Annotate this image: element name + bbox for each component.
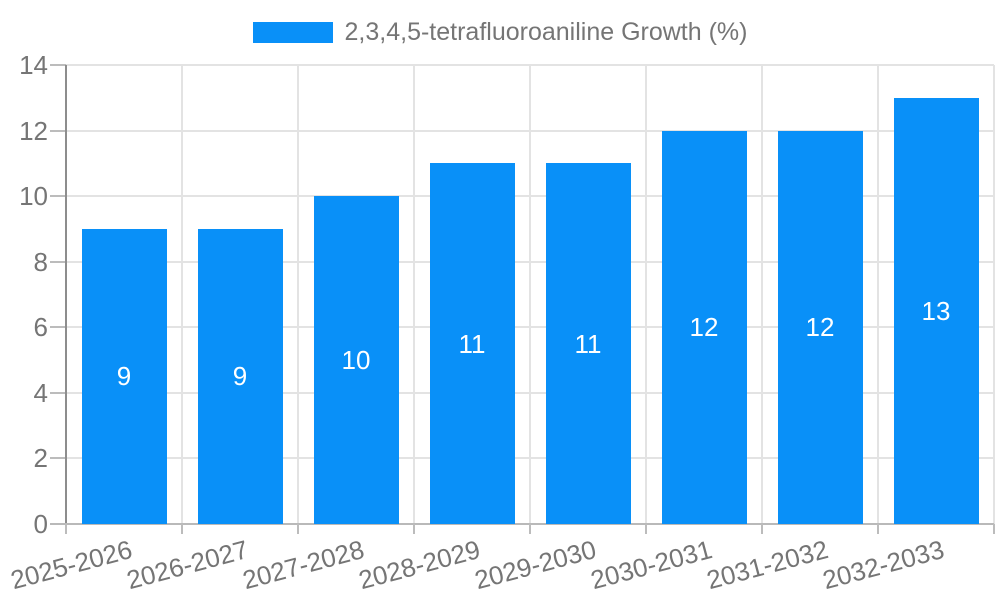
y-axis-tick-label: 0 — [33, 509, 48, 539]
bar-2032-2033[interactable]: 13 — [893, 97, 979, 524]
bar-value-label: 9 — [232, 361, 248, 392]
bar-value-label: 10 — [341, 345, 371, 376]
y-axis-tick — [50, 391, 66, 394]
x-axis-tick — [297, 524, 299, 534]
vertical-gridline — [297, 65, 299, 524]
y-axis-tick-label: 14 — [19, 50, 48, 80]
bar-value-label: 11 — [574, 328, 602, 359]
bar-value-label: 11 — [458, 328, 486, 359]
y-axis-tick-label: 8 — [33, 246, 48, 277]
bar-2028-2029[interactable]: 11 — [429, 163, 515, 524]
x-axis-tick — [181, 524, 183, 534]
x-axis-tick — [529, 524, 531, 534]
x-axis-tick — [413, 524, 415, 534]
bar-2026-2027[interactable]: 9 — [197, 228, 283, 524]
bar-value-label: 12 — [805, 312, 835, 343]
bar-2027-2028[interactable]: 10 — [313, 196, 399, 524]
vertical-gridline — [877, 65, 879, 524]
y-axis-tick — [50, 326, 66, 329]
vertical-gridline — [761, 65, 763, 524]
bar-2031-2032[interactable]: 12 — [777, 130, 863, 524]
y-axis-tick — [50, 129, 66, 132]
legend[interactable]: 2,3,4,5-tetrafluoroaniline Growth (%) — [0, 18, 1000, 47]
y-axis-tick-label: 6 — [33, 312, 48, 343]
x-axis-tick — [993, 524, 995, 534]
y-axis-tick-label: 2 — [33, 443, 48, 474]
horizontal-gridline — [66, 457, 994, 460]
y-axis-tick — [50, 457, 66, 460]
legend-swatch-icon — [252, 22, 333, 43]
y-axis-tick-label: 10 — [19, 181, 48, 212]
vertical-gridline — [645, 65, 647, 524]
bar-value-label: 12 — [689, 312, 719, 343]
x-axis-tick — [877, 524, 879, 534]
bar-value-label: 9 — [116, 361, 132, 392]
legend-series-label: 2,3,4,5-tetrafluoroaniline Growth (%) — [344, 18, 748, 46]
bar-2029-2030[interactable]: 11 — [545, 163, 631, 524]
x-axis-line — [50, 523, 994, 525]
y-axis-line — [65, 65, 67, 534]
bar-2025-2026[interactable]: 9 — [81, 228, 167, 524]
y-axis-tick-label: 12 — [19, 115, 48, 146]
bar-value-label: 13 — [921, 295, 951, 326]
horizontal-gridline — [66, 129, 994, 132]
y-axis-tick — [50, 260, 66, 263]
vertical-gridline — [413, 65, 415, 524]
y-axis-tick-label: 4 — [33, 377, 48, 408]
x-axis-tick — [761, 524, 763, 534]
x-axis-tick — [645, 524, 647, 534]
y-axis-tick — [50, 195, 66, 198]
horizontal-gridline — [66, 391, 994, 394]
vertical-gridline — [529, 65, 531, 524]
y-axis-tick — [50, 64, 66, 66]
horizontal-gridline — [66, 260, 994, 263]
vertical-gridline — [993, 65, 995, 524]
horizontal-gridline — [66, 326, 994, 329]
x-axis-tick — [65, 524, 67, 534]
bar-2030-2031[interactable]: 12 — [661, 130, 747, 524]
horizontal-gridline — [66, 195, 994, 198]
horizontal-gridline — [66, 64, 994, 66]
vertical-gridline — [181, 65, 183, 524]
